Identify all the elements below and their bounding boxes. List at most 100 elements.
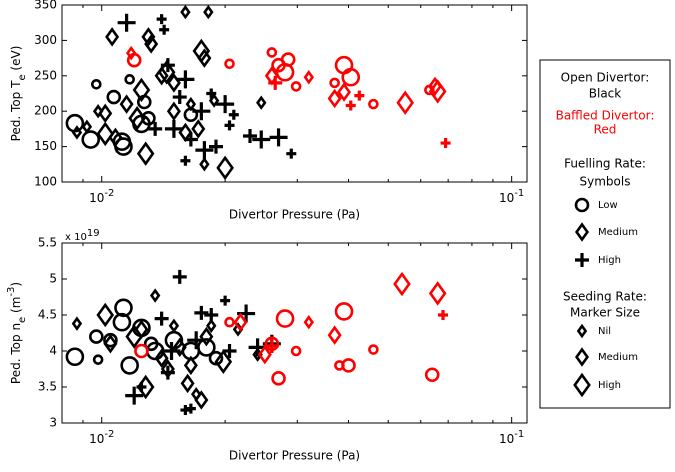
- data-point: [141, 27, 156, 47]
- data-point: [156, 14, 167, 25]
- data-point: [191, 119, 206, 139]
- data-point: [141, 110, 156, 126]
- data-point: [187, 331, 206, 350]
- x-tick-exponent: -1: [514, 429, 524, 440]
- data-point: [124, 74, 135, 85]
- data-point: [199, 157, 210, 172]
- y-scale-exponent: 19: [87, 228, 100, 239]
- data-point: [159, 24, 170, 35]
- data-point: [134, 319, 149, 340]
- data-point: [199, 326, 214, 347]
- data-point: [396, 90, 415, 115]
- data-point: [183, 132, 198, 147]
- legend-heading: Red: [594, 123, 617, 137]
- data-point: [117, 13, 136, 32]
- data-point: [368, 98, 379, 110]
- data-point: [341, 67, 361, 87]
- data-point: [428, 281, 447, 306]
- x-axis-label: Divertor Pressure (Pa): [229, 449, 360, 463]
- y-axis-label-part: -3: [6, 287, 17, 297]
- data-point: [81, 119, 93, 135]
- legend-heading: Baffled Divertor:: [556, 109, 655, 123]
- y-tick-label: 150: [34, 139, 57, 153]
- x-tick-exponent: -2: [104, 429, 114, 440]
- data-point: [136, 141, 155, 166]
- data-point: [180, 373, 195, 394]
- data-point: [194, 305, 209, 320]
- data-point: [208, 350, 224, 366]
- data-point: [136, 382, 147, 392]
- y-axis-label-part: e: [17, 317, 28, 323]
- data-point: [120, 356, 139, 375]
- data-point: [164, 119, 183, 138]
- data-point: [125, 45, 137, 61]
- data-point: [65, 347, 85, 367]
- y-tick-label: 5: [49, 272, 57, 286]
- data-point: [206, 318, 217, 334]
- legend-heading: Symbols: [580, 175, 631, 189]
- data-point: [157, 60, 176, 85]
- x-tick-base: 10: [89, 191, 104, 205]
- data-point: [233, 312, 248, 332]
- data-point: [280, 52, 296, 67]
- legend-label: Low: [598, 200, 618, 211]
- data-point: [290, 81, 302, 92]
- data-point: [185, 96, 197, 112]
- data-point: [393, 271, 411, 297]
- legend-marker: [575, 253, 589, 267]
- x-tick-base: 10: [499, 432, 514, 446]
- legend-box: [539, 59, 671, 409]
- legend-label: High: [598, 380, 621, 391]
- y-tick-label: 3: [49, 416, 57, 430]
- data-point: [154, 311, 169, 326]
- data-point: [216, 155, 234, 181]
- data-point: [71, 125, 83, 140]
- legend-heading: Black: [589, 87, 622, 101]
- y-axis-label-part: Ped. Top n: [9, 323, 23, 384]
- data-point: [166, 101, 181, 121]
- data-point: [119, 94, 134, 114]
- data-point: [290, 345, 302, 357]
- y-tick-label: 250: [34, 68, 57, 82]
- data-point: [266, 47, 278, 58]
- data-point: [269, 128, 288, 147]
- data-point: [222, 344, 237, 358]
- data-point: [303, 314, 315, 330]
- data-point: [194, 390, 209, 410]
- data-point: [154, 66, 169, 86]
- data-point: [134, 343, 149, 359]
- data-point: [303, 69, 315, 85]
- data-point: [257, 344, 272, 365]
- data-point: [286, 148, 297, 159]
- data-point: [208, 93, 220, 108]
- legend-heading: Seeding Rate:: [563, 290, 647, 304]
- data-point: [96, 121, 115, 147]
- data-point: [368, 344, 379, 355]
- data-point: [162, 342, 181, 360]
- data-point: [71, 316, 83, 331]
- data-point: [128, 106, 146, 131]
- data-point: [224, 120, 235, 131]
- data-point: [437, 310, 448, 320]
- data-point: [345, 100, 356, 111]
- y-scale-base: x 10: [65, 232, 87, 243]
- x-tick-label: 10-1: [499, 429, 524, 446]
- data-point: [440, 138, 451, 149]
- y-tick-label: 4: [49, 344, 57, 358]
- data-point: [108, 127, 123, 148]
- y-axis-label: Ped. Top Te (eV): [9, 46, 28, 142]
- data-point: [154, 348, 169, 368]
- legend-marker: [574, 197, 590, 213]
- legend-heading: Marker Size: [570, 306, 640, 320]
- data-point: [96, 302, 115, 328]
- y-axis-label: Ped. Top ne (m-3): [6, 282, 28, 384]
- legend-marker: [574, 222, 590, 242]
- data-point: [228, 109, 239, 120]
- data-point: [132, 77, 151, 103]
- legend-heading: Fuelling Rate:: [564, 157, 646, 171]
- legend-label: Nil: [598, 326, 611, 337]
- data-point: [89, 329, 104, 344]
